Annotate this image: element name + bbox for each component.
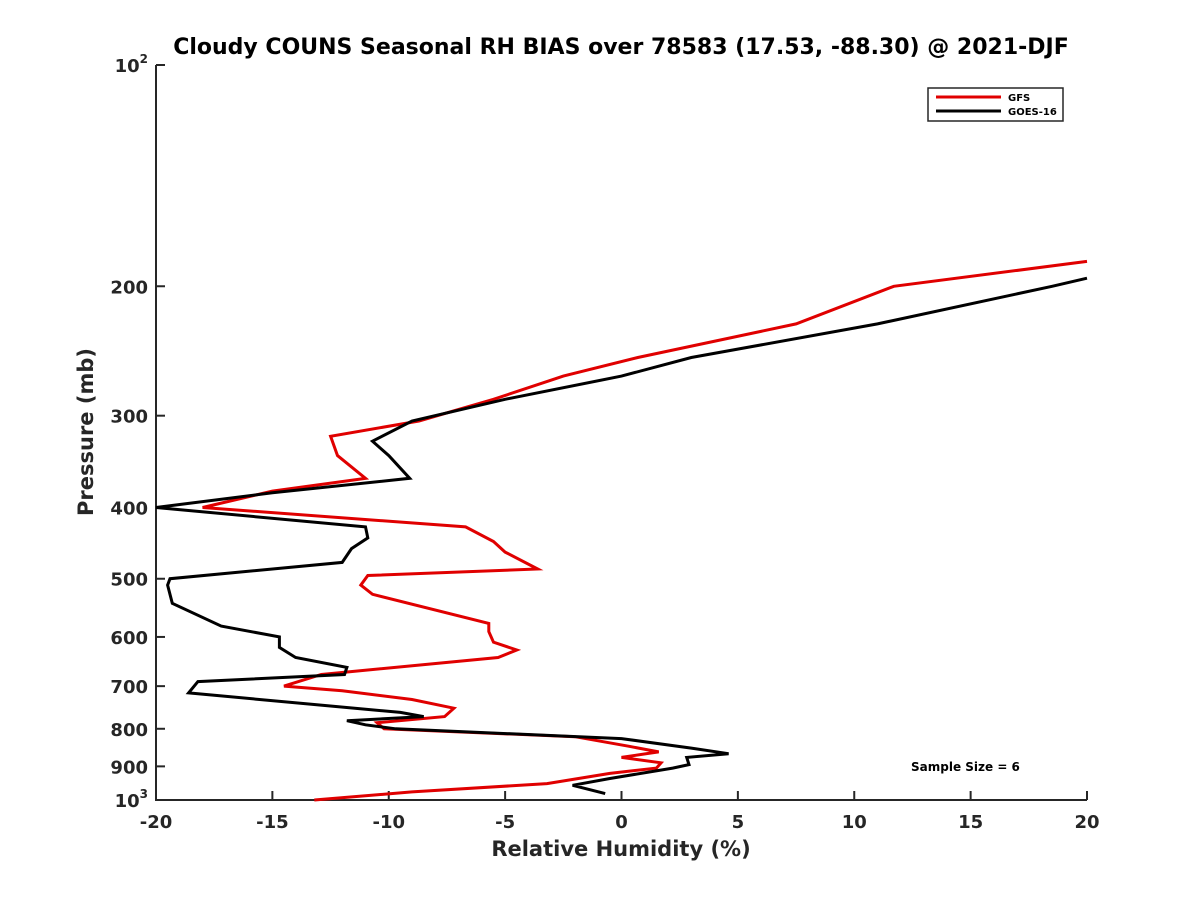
x-tick-label: 15 (958, 812, 983, 833)
x-tick-label: 10 (842, 812, 867, 833)
y-ticks: 102 200 300 400 500 600 700 800 900 103 (110, 52, 165, 812)
series-lines (155, 259, 1088, 802)
y-tick-label: 900 (110, 757, 148, 778)
legend-label-gfs: GFS (1008, 93, 1030, 104)
y-tick-label: 200 (110, 277, 148, 298)
y-axis-label: Pressure (mb) (74, 348, 98, 516)
chart-title: Cloudy COUNS Seasonal RH BIAS over 78583… (173, 35, 1069, 60)
y-tick-label: 700 (110, 677, 148, 698)
x-tick-label: 5 (732, 812, 745, 833)
series-line-gfs (202, 259, 1088, 802)
y-tick-label: 600 (110, 628, 148, 649)
x-tick-label: -5 (495, 812, 515, 833)
y-tick-label: 300 (110, 407, 148, 428)
y-tick-label: 500 (110, 570, 148, 591)
y-tick-label: 800 (110, 720, 148, 741)
series-line-goes16 (155, 276, 1088, 796)
x-tick-label: 20 (1074, 812, 1099, 833)
y-tick-label: 102 (115, 52, 148, 77)
legend-box (927, 87, 1064, 122)
x-tick-label: 0 (615, 812, 628, 833)
x-ticks: -20 -15 -10 -5 0 5 10 15 20 (140, 791, 1100, 833)
x-tick-label: -15 (256, 812, 289, 833)
x-axis-label: Relative Humidity (%) (491, 837, 750, 861)
x-tick-label: -20 (140, 812, 173, 833)
y-tick-label: 400 (110, 499, 148, 520)
legend-label-goes16: GOES-16 (1008, 107, 1057, 118)
y-tick-label: 103 (115, 787, 148, 812)
sample-size-annotation: Sample Size = 6 (911, 760, 1020, 774)
x-tick-label: -10 (372, 812, 405, 833)
legend: GFS GOES-16 (927, 87, 1064, 122)
